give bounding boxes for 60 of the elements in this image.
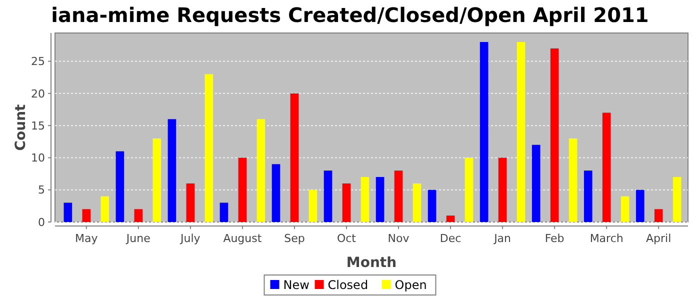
bar	[412, 183, 422, 222]
x-tick-label: Dec	[440, 232, 462, 245]
y-tick-label: 10	[31, 152, 45, 165]
bar	[272, 164, 280, 222]
x-tick-label: Sep	[284, 232, 305, 245]
x-tick-label: Oct	[336, 232, 357, 245]
bar	[584, 170, 592, 222]
y-tick-label: 15	[31, 119, 45, 132]
bar	[498, 158, 507, 222]
bar	[550, 48, 559, 222]
x-tick-label: June	[125, 232, 151, 245]
bar	[568, 138, 578, 222]
y-tick-label: 20	[31, 87, 45, 100]
bar	[100, 196, 110, 222]
bar	[134, 209, 143, 222]
x-tick-label: Nov	[388, 232, 410, 245]
bar	[168, 119, 176, 222]
bar	[654, 209, 663, 222]
bar	[116, 151, 124, 222]
bar	[290, 93, 299, 222]
bar	[672, 177, 682, 222]
x-tick-label: May	[75, 232, 98, 245]
y-tick-label: 0	[38, 216, 45, 229]
chart-title: iana-mime Requests Created/Closed/Open April 2011	[51, 3, 649, 27]
bar	[186, 183, 195, 222]
bar	[636, 190, 644, 222]
bar	[152, 138, 162, 222]
bar	[464, 158, 474, 222]
bar	[446, 216, 455, 222]
x-tick-label: July	[180, 232, 201, 245]
bar	[256, 119, 266, 222]
bar	[428, 190, 436, 222]
bar	[308, 190, 318, 222]
x-tick-label: August	[223, 232, 262, 245]
bar	[204, 74, 214, 222]
bar	[64, 202, 72, 222]
x-tick-label: Jan	[493, 232, 512, 245]
y-axis-title: Count	[13, 104, 29, 151]
bar	[82, 209, 91, 222]
bar	[394, 170, 403, 222]
bar	[532, 144, 540, 222]
bar	[602, 112, 611, 222]
x-axis-title: Month	[346, 255, 397, 271]
bar	[360, 177, 370, 222]
y-tick-label: 25	[31, 55, 45, 68]
bar	[516, 42, 526, 222]
bar	[480, 42, 488, 222]
legend-label: New	[283, 278, 310, 292]
x-tick-label: March	[590, 232, 624, 245]
legend-label: Open	[394, 278, 427, 292]
bar	[620, 196, 630, 222]
bar	[376, 177, 384, 222]
y-tick-label: 5	[38, 184, 45, 197]
x-tick-label: April	[646, 232, 672, 245]
x-tick-label: Feb	[544, 232, 564, 245]
bar	[342, 183, 351, 222]
bar	[324, 170, 332, 222]
legend-label: Closed	[328, 278, 368, 292]
bar	[220, 202, 228, 222]
bar	[238, 158, 247, 222]
